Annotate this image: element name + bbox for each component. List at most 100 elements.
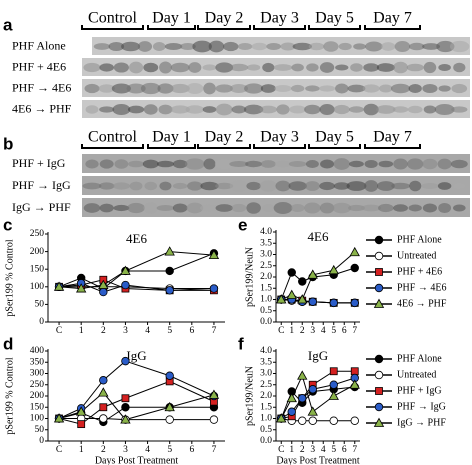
x-tick-label: 6 [342,326,347,336]
marker [298,277,307,286]
blot-band [393,61,408,74]
blot-band [335,64,349,71]
blot-band [348,106,364,113]
blot-band [85,159,99,169]
marker [99,376,108,385]
marker [308,385,317,394]
blot-column-label: Control [88,10,137,27]
blot-band [237,42,253,51]
blot-band [187,181,203,191]
blot-column-label: Day 5 [315,10,354,27]
column-bracket [253,144,306,149]
blot-band [202,106,217,113]
x-tick-label: 3 [310,326,315,336]
x-tick-label: 2 [101,445,106,455]
column-bracket [197,25,251,30]
y-tick-label: 1.0 [260,295,272,305]
blot-band [393,158,408,170]
blot-band [262,204,275,212]
blot-band [140,82,161,95]
legend-label: PHF → IgG [397,401,446,412]
blot-band [421,182,439,190]
marker [121,356,130,366]
blot-band [291,63,304,72]
x-tick-label: 7 [212,326,217,336]
marker [120,265,131,275]
blot-band [422,158,438,170]
blot-band [305,85,320,92]
blot-band [290,203,305,213]
blot-band [319,62,335,73]
marker [375,387,383,395]
x-tick-label: 7 [352,326,357,336]
x-tick-label: 4 [321,326,326,336]
blot-band [229,63,249,72]
column-bracket [81,25,144,30]
blot-band [423,61,437,74]
marker [208,249,220,260]
marker [350,367,359,376]
marker [76,283,87,293]
blot-band [99,182,115,190]
blot-band [259,180,278,192]
blot-band [451,83,468,94]
blot-band [333,182,350,190]
y-tick-label: 0.0 [260,436,272,446]
y-tick-label: 150 [30,264,45,274]
marker [373,298,385,308]
blot-band [99,63,114,72]
marker [329,380,338,389]
blot-band [214,158,234,170]
blot-band [365,41,383,52]
marker [164,401,175,412]
blot-band [319,181,335,191]
blot-band [319,202,335,214]
blot-band [159,61,172,74]
column-bracket [308,25,361,30]
blot-row-label: PHF + 4E6 [12,59,66,73]
blot-band [243,104,264,115]
blot-band [376,181,395,191]
blot-band [453,182,466,190]
x-tick-label: 4 [145,445,150,455]
marker [77,420,86,429]
blot-band [99,159,114,169]
blot-band [350,63,363,72]
x-axis-label: Days Post Treatment [276,455,360,465]
y-tick-label: 1.5 [260,283,272,293]
blot-band [407,158,424,170]
y-tick-label: 1.0 [260,414,272,424]
blot-band [152,42,166,51]
chart-title: IgG [126,348,146,363]
marker [165,371,174,380]
legend-label: Untreated [397,250,436,261]
blot-band [245,160,263,168]
blot-band [390,83,411,94]
blot-band [208,40,225,53]
blot-band [319,104,335,115]
blot-band [304,202,321,214]
blot-band [259,105,278,114]
y-tick-label: 2.0 [260,272,272,282]
y-tick-label: 1.5 [260,402,272,412]
y-tick-label: 200 [30,391,45,401]
blot-band [143,104,158,115]
blot-band [393,204,408,212]
blot-band [231,105,247,114]
marker [350,263,359,273]
column-bracket [364,144,421,149]
x-tick-label: 6 [189,326,194,336]
blot-band [364,160,378,168]
y-tick-label: 3.0 [260,369,272,379]
blot-column-label: Day 3 [260,129,299,146]
marker [307,269,318,279]
blot-band [363,103,379,116]
x-tick-label: 5 [167,445,172,455]
y-tick-label: 50 [35,425,45,435]
blot-band [246,181,261,191]
blot-row-label: PHF Alone [12,38,66,52]
blot-band [185,158,205,170]
y-tick-label: 0.5 [260,306,272,316]
y-tick-label: 100 [30,282,45,292]
